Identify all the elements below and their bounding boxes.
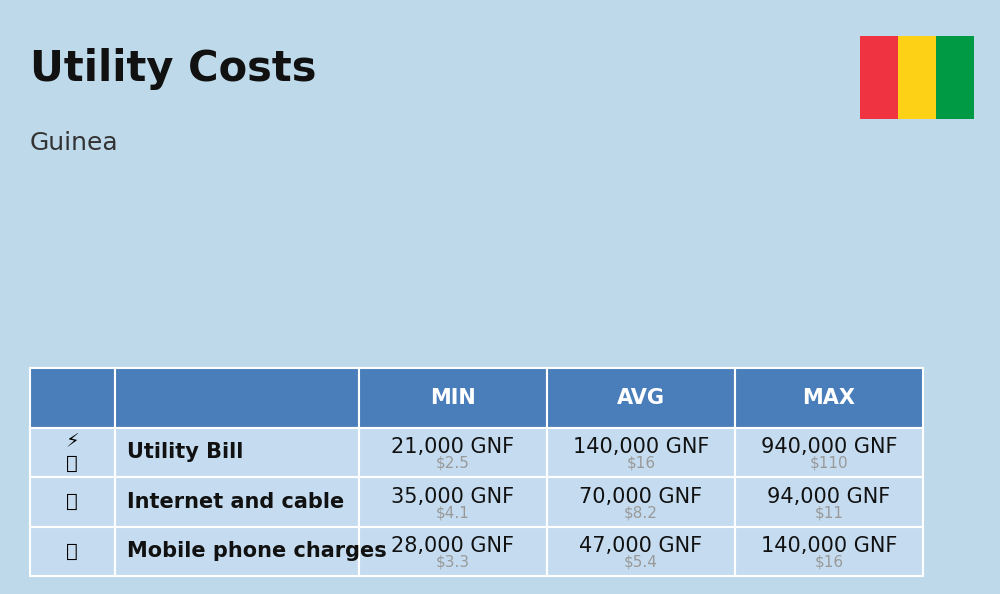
- FancyBboxPatch shape: [735, 368, 923, 428]
- Text: Utility Bill: Utility Bill: [127, 443, 243, 463]
- FancyBboxPatch shape: [860, 36, 898, 119]
- FancyBboxPatch shape: [115, 368, 359, 428]
- Text: $110: $110: [810, 456, 848, 471]
- Text: 📶: 📶: [66, 492, 78, 511]
- FancyBboxPatch shape: [936, 36, 974, 119]
- Text: ⚡
🔌: ⚡ 🔌: [65, 432, 79, 473]
- Text: 47,000 GNF: 47,000 GNF: [579, 536, 703, 557]
- Text: 94,000 GNF: 94,000 GNF: [767, 487, 891, 507]
- Text: $4.1: $4.1: [436, 505, 470, 520]
- Text: 📱: 📱: [66, 542, 78, 561]
- FancyBboxPatch shape: [735, 428, 923, 477]
- FancyBboxPatch shape: [30, 527, 115, 576]
- FancyBboxPatch shape: [547, 368, 735, 428]
- Text: $3.3: $3.3: [436, 555, 470, 570]
- Text: 140,000 GNF: 140,000 GNF: [761, 536, 897, 557]
- FancyBboxPatch shape: [30, 368, 115, 428]
- Text: MAX: MAX: [802, 388, 855, 408]
- Text: 140,000 GNF: 140,000 GNF: [573, 437, 709, 457]
- Text: AVG: AVG: [617, 388, 665, 408]
- FancyBboxPatch shape: [30, 477, 115, 527]
- FancyBboxPatch shape: [547, 428, 735, 477]
- FancyBboxPatch shape: [359, 428, 547, 477]
- FancyBboxPatch shape: [115, 527, 359, 576]
- Text: 21,000 GNF: 21,000 GNF: [391, 437, 515, 457]
- FancyBboxPatch shape: [30, 428, 115, 477]
- Text: 940,000 GNF: 940,000 GNF: [761, 437, 897, 457]
- Text: $11: $11: [814, 505, 843, 520]
- FancyBboxPatch shape: [898, 36, 936, 119]
- FancyBboxPatch shape: [735, 527, 923, 576]
- Text: $16: $16: [814, 555, 844, 570]
- FancyBboxPatch shape: [115, 428, 359, 477]
- FancyBboxPatch shape: [547, 477, 735, 527]
- Text: $5.4: $5.4: [624, 555, 658, 570]
- Text: 35,000 GNF: 35,000 GNF: [391, 487, 515, 507]
- Text: MIN: MIN: [430, 388, 476, 408]
- FancyBboxPatch shape: [115, 477, 359, 527]
- Text: Utility Costs: Utility Costs: [30, 48, 316, 90]
- FancyBboxPatch shape: [547, 527, 735, 576]
- Text: $2.5: $2.5: [436, 456, 470, 471]
- FancyBboxPatch shape: [359, 527, 547, 576]
- FancyBboxPatch shape: [359, 477, 547, 527]
- FancyBboxPatch shape: [735, 477, 923, 527]
- Text: 28,000 GNF: 28,000 GNF: [391, 536, 514, 557]
- FancyBboxPatch shape: [359, 368, 547, 428]
- Text: Mobile phone charges: Mobile phone charges: [127, 541, 386, 561]
- Text: 70,000 GNF: 70,000 GNF: [579, 487, 703, 507]
- Text: $16: $16: [626, 456, 656, 471]
- Text: Internet and cable: Internet and cable: [127, 492, 344, 512]
- Text: Guinea: Guinea: [30, 131, 119, 154]
- Text: $8.2: $8.2: [624, 505, 658, 520]
